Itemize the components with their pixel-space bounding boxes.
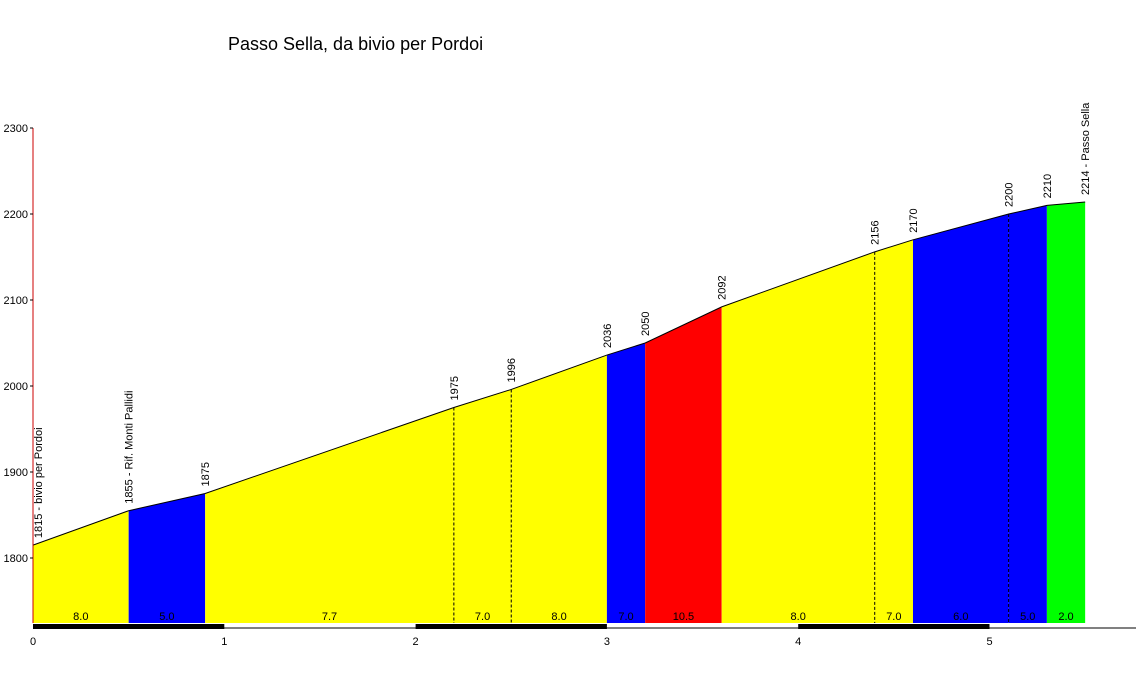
- point-label: 1855 - Rif. Monti Pallidi: [124, 391, 136, 504]
- gradient-label: 6.0: [953, 611, 968, 623]
- gradient-label: 8.0: [73, 611, 88, 623]
- gradient-label: 5.0: [1020, 611, 1035, 623]
- segment-area: [912, 214, 1009, 623]
- x-tick-label: 5: [986, 636, 992, 648]
- point-label: 2092: [717, 275, 729, 299]
- x-tick-label: 0: [30, 636, 36, 648]
- gradient-label: 8.0: [551, 611, 566, 623]
- segment-area: [721, 251, 875, 623]
- point-label: 2200: [1004, 183, 1016, 207]
- point-label: 2156: [870, 220, 882, 244]
- point-label: 1875: [200, 462, 212, 486]
- x-tick-label: 2: [413, 636, 419, 648]
- point-label: 2036: [602, 324, 614, 348]
- gradient-label: 5.0: [159, 611, 174, 623]
- y-tick-label: 1900: [4, 467, 28, 479]
- y-tick-label: 2300: [4, 123, 28, 135]
- point-label: 2214 - Passo Sella: [1080, 102, 1092, 195]
- point-label: 2050: [640, 312, 652, 336]
- point-label: 2210: [1042, 174, 1054, 198]
- point-label: 2170: [908, 208, 920, 232]
- segment-area: [1046, 201, 1086, 623]
- segment-area: [874, 239, 913, 624]
- point-label: 1996: [506, 358, 518, 382]
- segment-area: [1008, 205, 1047, 623]
- x-tick-label: 1: [221, 636, 227, 648]
- gradient-label: 10.5: [673, 611, 694, 623]
- gradient-label: 8.0: [791, 611, 806, 623]
- x-axis-km-bar: [33, 624, 225, 629]
- x-axis-km-bar: [415, 624, 607, 629]
- gradient-label: 7.0: [618, 611, 633, 623]
- gradient-label: 7.0: [475, 611, 490, 623]
- segment-area: [511, 355, 607, 623]
- gradient-label: 7.0: [886, 611, 901, 623]
- x-tick-label: 3: [604, 636, 610, 648]
- segment-area: [128, 493, 206, 623]
- point-label: 1815 - bivio per Pordoi: [33, 427, 45, 538]
- y-tick-label: 1800: [4, 553, 28, 565]
- chart-title: Passo Sella, da bivio per Pordoi: [228, 34, 484, 54]
- x-axis-km-bar: [798, 624, 990, 629]
- x-tick-label: 4: [795, 636, 801, 648]
- segment-area: [33, 510, 129, 623]
- segment-area: [453, 389, 512, 623]
- y-tick-label: 2100: [4, 295, 28, 307]
- point-label: 1975: [449, 376, 461, 400]
- gradient-label: 2.0: [1058, 611, 1073, 623]
- y-tick-label: 2200: [4, 209, 28, 221]
- gradient-label: 7.7: [322, 611, 337, 623]
- y-tick-label: 2000: [4, 381, 28, 393]
- segment-area: [606, 343, 646, 623]
- segment-area: [645, 306, 722, 623]
- segment-area: [205, 407, 454, 623]
